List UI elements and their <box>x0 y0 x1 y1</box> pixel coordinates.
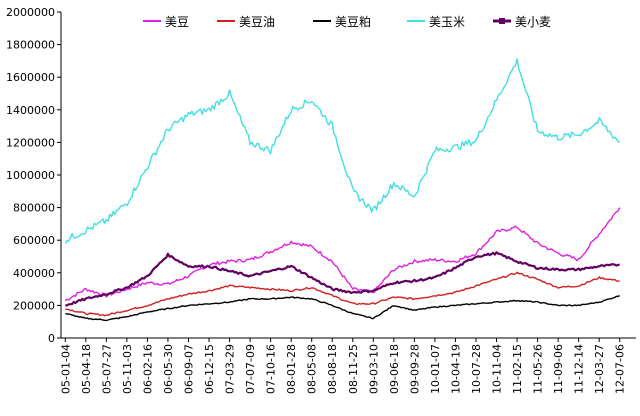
y-axis: 0 200000 400000 600000 800000 1000000 1200000 1… <box>6 6 62 345</box>
y-tick-label: 1000000 <box>6 169 55 182</box>
x-tick-label: 06-05-30 <box>162 344 175 394</box>
legend-label: 美豆粕 <box>335 14 371 29</box>
legend-label: 美玉米 <box>429 15 465 29</box>
series-line-4 <box>65 251 620 307</box>
y-tick-label: 800000 <box>13 202 55 215</box>
series-line-1 <box>65 271 620 317</box>
x-tick-label: 09-09-28 <box>408 344 421 394</box>
legend-label: 美小麦 <box>515 15 551 29</box>
y-tick-label: 2000000 <box>6 6 55 19</box>
y-tick-label: 1600000 <box>6 71 55 84</box>
x-tick-label: 11-05-26 <box>532 344 545 394</box>
x-axis: 05-01-04 05-04-18 05-07-27 05-11-03 06-02-16… <box>59 337 636 394</box>
x-tick-label: 07-03-29 <box>224 344 237 394</box>
x-tick-label: 06-12-15 <box>203 344 216 394</box>
y-tick-label: 1400000 <box>6 104 55 117</box>
series-line-3 <box>64 58 621 244</box>
x-tick-label: 10-01-07 <box>429 344 442 394</box>
x-tick-label: 09-06-18 <box>388 344 401 394</box>
x-tick-label: 11-02-15 <box>511 344 524 394</box>
y-tick-label: 1800000 <box>6 39 55 52</box>
x-tick-label: 11-09-06 <box>552 344 565 394</box>
legend: 美豆 美豆油 美豆粕 美玉米 美小麦 <box>143 14 551 29</box>
x-tick-label: 12-03-27 <box>593 344 606 394</box>
y-tick-label: 600000 <box>13 234 55 247</box>
x-tick-label: 08-05-08 <box>306 344 319 394</box>
x-tick-label: 05-01-04 <box>59 344 72 394</box>
series-line-2 <box>65 294 620 322</box>
x-tick-label: 05-04-18 <box>80 344 93 394</box>
x-tick-label: 05-11-03 <box>121 344 134 394</box>
x-tick-label: 12-07-06 <box>614 344 627 394</box>
x-tick-label: 06-09-07 <box>182 344 195 394</box>
x-tick-label: 10-11-04 <box>491 344 504 394</box>
x-tick-label: 08-08-18 <box>326 344 339 394</box>
x-tick-label: 05-07-27 <box>100 344 113 394</box>
legend-label: 美豆 <box>165 15 189 29</box>
y-tick-label: 200000 <box>13 299 55 312</box>
x-tick-label: 09-03-10 <box>367 344 380 394</box>
y-tick-label: 0 <box>48 332 55 345</box>
x-tick-label: 07-07-09 <box>244 344 257 394</box>
y-tick-label: 1200000 <box>6 136 55 149</box>
legend-marker <box>499 18 505 24</box>
y-tick-label: 400000 <box>13 267 55 280</box>
series-line-0 <box>64 207 621 302</box>
x-tick-label: 10-04-19 <box>449 344 462 394</box>
x-tick-label: 08-11-25 <box>347 344 360 394</box>
legend-label: 美豆油 <box>239 15 275 29</box>
x-tick-label: 10-07-28 <box>470 344 483 394</box>
series-lines <box>64 58 621 322</box>
x-tick-label: 11-12-14 <box>573 344 586 394</box>
x-tick-label: 08-01-28 <box>285 344 298 394</box>
x-tick-label: 07-10-16 <box>265 344 278 394</box>
x-tick-label: 06-02-16 <box>141 344 154 394</box>
